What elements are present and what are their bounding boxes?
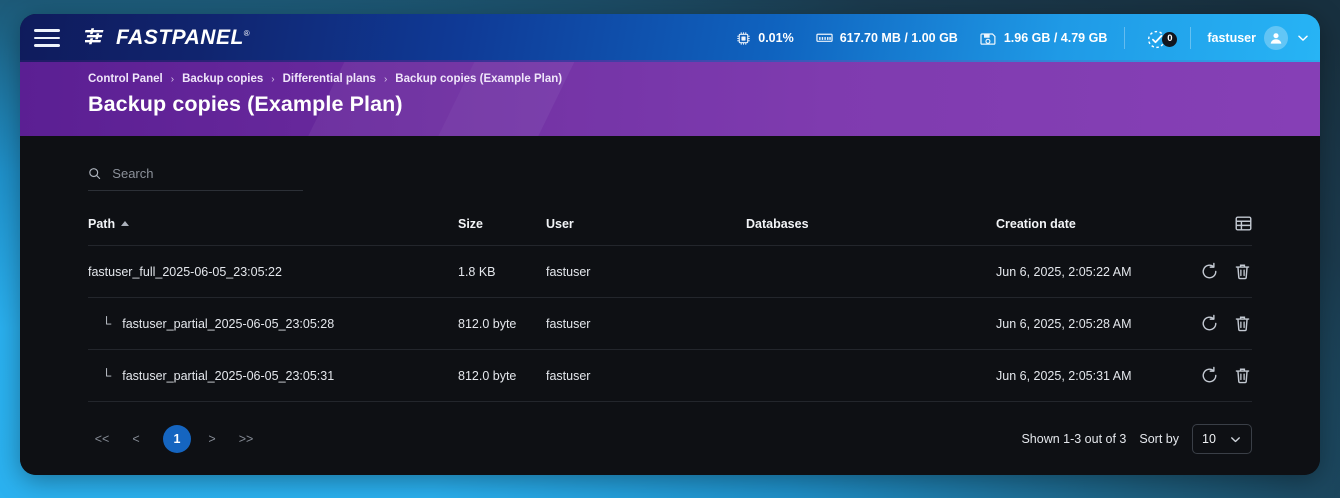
table-header: Path Size User Databases Creation date: [88, 215, 1252, 246]
cell-databases: [746, 245, 996, 298]
search-field[interactable]: [88, 166, 303, 191]
divider: [1190, 27, 1192, 49]
cell-user: fastuser: [546, 297, 746, 350]
brand-logo[interactable]: FASTPANEL®: [85, 26, 250, 50]
trash-icon[interactable]: [1233, 314, 1252, 333]
pagination-next[interactable]: >: [208, 432, 216, 446]
cell-creation-date: Jun 6, 2025, 2:05:31 AM: [996, 349, 1186, 402]
breadcrumb-item-current: Backup copies (Example Plan): [395, 73, 563, 85]
sort-asc-icon: [121, 221, 130, 226]
table-header-row: Path Size User Databases Creation date: [88, 215, 1252, 246]
main-content: Path Size User Databases Creation date: [20, 166, 1320, 475]
page-size-select[interactable]: 10: [1192, 424, 1252, 454]
stat-disk[interactable]: 1.96 GB / 4.79 GB: [969, 31, 1119, 46]
cell-actions: [1186, 297, 1252, 350]
pagination: << < 1 > >>: [88, 425, 266, 453]
topbar-right-group: 0.01% 617.70 MB / 1.00 GB: [725, 14, 1320, 62]
column-header-path[interactable]: Path: [88, 215, 458, 246]
row-path-text: fastuser_full_2025-06-05_23:05:22: [88, 264, 282, 279]
cell-size: 1.8 KB: [458, 245, 546, 298]
breadcrumb-item-differential-plans[interactable]: Differential plans: [282, 73, 376, 85]
cell-path: └ fastuser_partial_2025-06-05_23:05:28: [88, 297, 458, 350]
page-title: Backup copies (Example Plan): [88, 92, 403, 116]
cell-databases: [746, 349, 996, 402]
table-row[interactable]: └ fastuser_partial_2025-06-05_23:05:31 8…: [88, 349, 1252, 402]
user-avatar-icon: [1264, 26, 1288, 50]
stat-memory[interactable]: 617.70 MB / 1.00 GB: [805, 31, 969, 45]
column-header-user[interactable]: User: [546, 215, 746, 246]
table-footer: << < 1 > >> Shown 1-3 out of 3 Sort by 1…: [88, 424, 1252, 454]
pagination-prev[interactable]: <: [132, 432, 140, 446]
chevron-down-icon: [1231, 436, 1240, 442]
sort-by-label: Sort by: [1139, 432, 1179, 446]
child-branch-icon: └: [102, 368, 112, 383]
breadcrumb-separator: ›: [170, 73, 175, 85]
chevron-down-icon[interactable]: [1296, 31, 1310, 45]
column-header-actions: [1186, 215, 1252, 246]
stat-disk-value: 1.96 GB / 4.79 GB: [1003, 31, 1108, 45]
table-row[interactable]: fastuser_full_2025-06-05_23:05:22 1.8 KB…: [88, 245, 1252, 298]
restore-icon[interactable]: [1200, 366, 1219, 385]
cpu-icon: [737, 31, 750, 45]
pagination-last[interactable]: >>: [238, 432, 254, 446]
row-path-text: fastuser_partial_2025-06-05_23:05:31: [122, 368, 335, 383]
restore-icon[interactable]: [1200, 262, 1219, 281]
breadcrumb-separator: ›: [383, 73, 388, 85]
cell-actions: [1186, 349, 1252, 402]
column-header-databases[interactable]: Databases: [746, 215, 996, 246]
user-menu[interactable]: fastuser: [1197, 26, 1310, 50]
breadcrumb-item-control-panel[interactable]: Control Panel: [88, 73, 163, 85]
notifications-button[interactable]: 0: [1131, 26, 1184, 51]
disk-icon: [980, 32, 996, 45]
cell-databases: [746, 297, 996, 350]
app-window: FASTPANEL® 0.01%: [20, 14, 1320, 475]
user-name: fastuser: [1207, 31, 1256, 45]
divider: [1124, 27, 1126, 49]
registered-mark: ®: [243, 29, 251, 38]
stat-memory-value: 617.70 MB / 1.00 GB: [839, 31, 958, 45]
column-header-size[interactable]: Size: [458, 215, 546, 246]
pagination-page-1[interactable]: 1: [163, 425, 191, 453]
cell-creation-date: Jun 6, 2025, 2:05:22 AM: [996, 245, 1186, 298]
backups-table: Path Size User Databases Creation date: [88, 215, 1252, 402]
table-row[interactable]: └ fastuser_partial_2025-06-05_23:05:28 8…: [88, 297, 1252, 350]
cell-creation-date: Jun 6, 2025, 2:05:28 AM: [996, 297, 1186, 350]
breadcrumb: Control Panel › Backup copies › Differen…: [88, 73, 1320, 85]
column-header-creation-date[interactable]: Creation date: [996, 215, 1186, 246]
top-navigation-bar: FASTPANEL® 0.01%: [20, 14, 1320, 62]
breadcrumb-item-backup-copies[interactable]: Backup copies: [182, 73, 264, 85]
cell-user: fastuser: [546, 349, 746, 402]
shown-range-label: Shown 1-3 out of 3: [1021, 432, 1127, 446]
cell-path: fastuser_full_2025-06-05_23:05:22: [88, 245, 458, 298]
cell-path: └ fastuser_partial_2025-06-05_23:05:31: [88, 349, 458, 402]
breadcrumb-separator: ›: [271, 73, 275, 85]
page-size-value: 10: [1202, 432, 1216, 446]
cell-user: fastuser: [546, 245, 746, 298]
cell-size: 812.0 byte: [458, 297, 546, 350]
page-banner: Control Panel › Backup copies › Differen…: [20, 62, 1320, 136]
notification-count-badge: 0: [1162, 31, 1178, 47]
table-body: fastuser_full_2025-06-05_23:05:22 1.8 KB…: [88, 245, 1252, 402]
trash-icon[interactable]: [1233, 262, 1252, 281]
memory-icon: [816, 33, 833, 42]
footer-right-group: Shown 1-3 out of 3 Sort by 10: [1021, 424, 1252, 454]
search-icon: [89, 168, 101, 180]
restore-icon[interactable]: [1200, 314, 1219, 333]
search-input[interactable]: [112, 166, 303, 181]
stat-cpu-value: 0.01%: [758, 31, 794, 45]
cell-size: 812.0 byte: [458, 349, 546, 402]
row-path-text: fastuser_partial_2025-06-05_23:05:28: [122, 316, 335, 331]
equalizer-icon: [85, 28, 104, 45]
brand-name: FASTPANEL®: [116, 26, 251, 49]
child-branch-icon: └: [102, 316, 112, 331]
trash-icon[interactable]: [1233, 366, 1252, 385]
cell-actions: [1186, 245, 1252, 298]
table-columns-icon[interactable]: [1235, 215, 1252, 232]
pagination-first[interactable]: <<: [94, 432, 110, 446]
hamburger-icon[interactable]: [34, 29, 60, 47]
column-header-path-label: Path: [88, 216, 116, 231]
stat-cpu[interactable]: 0.01%: [725, 31, 804, 46]
